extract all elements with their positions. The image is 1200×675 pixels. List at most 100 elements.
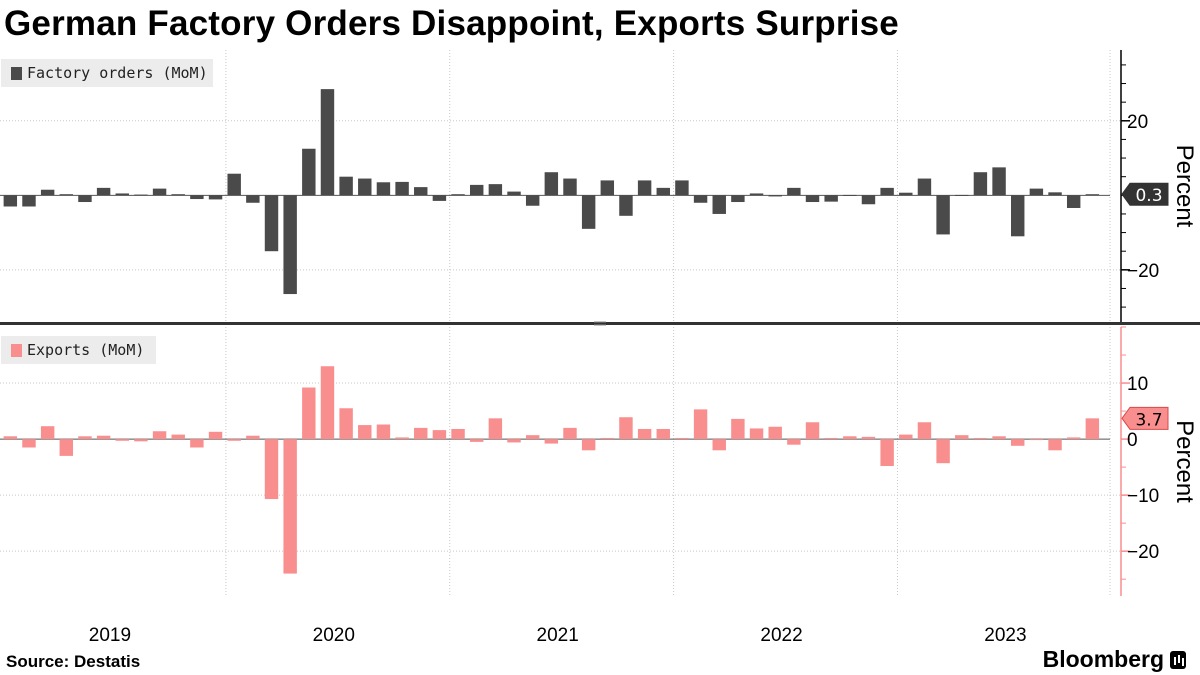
exports-bar [899, 434, 913, 440]
orders-bar [880, 187, 894, 196]
orders-bar [507, 191, 521, 196]
exports-bar [843, 436, 857, 440]
exports-bar [693, 409, 708, 440]
orders-bar [600, 180, 615, 196]
brand-name: Bloomberg [1042, 646, 1164, 672]
orders-bar [805, 195, 820, 203]
y-tick-label: 20 [1127, 112, 1148, 133]
exports-bar [768, 426, 782, 440]
exports-bar [805, 422, 820, 440]
x-tick-label: 2019 [89, 625, 131, 646]
x-tick-label: 2023 [984, 625, 1026, 646]
chart-title: German Factory Orders Disappoint, Export… [4, 4, 899, 43]
exports-bar [581, 439, 596, 451]
bloomberg-icon [1170, 650, 1186, 669]
orders-bar [656, 187, 670, 196]
exports-bar [395, 437, 409, 440]
orders-bar [488, 184, 503, 196]
orders-bar [1066, 195, 1081, 208]
orders-bar [861, 195, 876, 205]
exports-panel: 10 0 −10 −20 Percent 3.7 Exports (MoM) [0, 326, 1198, 596]
orders-bar [59, 194, 74, 196]
exports-bar [469, 439, 484, 442]
exports-bar [432, 430, 447, 440]
exports-bar [656, 428, 670, 440]
orders-bar [992, 167, 1006, 196]
orders-bar [339, 176, 353, 196]
orders-bar [749, 193, 764, 196]
exports-bar [451, 428, 465, 440]
exports-bar [208, 431, 223, 440]
exports-bar [115, 439, 129, 441]
exports-bar [507, 439, 521, 443]
orders-bar [563, 178, 577, 196]
orders-bar [171, 194, 185, 196]
exports-bar [22, 439, 36, 448]
exports-bar [1048, 439, 1062, 451]
exports-bar [637, 428, 652, 440]
last-value-badge [1121, 406, 1169, 430]
orders-bar [358, 178, 372, 196]
orders-bar [973, 172, 988, 196]
y-tick-label: 0 [1127, 430, 1138, 451]
exports-bar [96, 435, 111, 440]
orders-bar [96, 187, 111, 196]
x-axis: 2019 2020 2021 2022 2023 [0, 321, 1200, 646]
orders-bar [320, 89, 335, 196]
exports-bar [134, 439, 148, 442]
orders-bar [190, 195, 204, 200]
exports-bar [283, 439, 297, 574]
exports-bar [525, 435, 540, 440]
orders-bar [451, 194, 465, 196]
brand-logo: Bloomberg [1043, 646, 1186, 673]
exports-bar [824, 437, 838, 440]
source-note: Source: Destatis [6, 652, 141, 671]
exports-bar [917, 422, 932, 440]
exports-bar [152, 431, 167, 440]
exports-bar [1085, 418, 1100, 440]
y-axis-label: Percent [1171, 145, 1198, 228]
orders-bar [22, 195, 36, 207]
exports-bar [936, 439, 950, 464]
exports-bar [40, 426, 55, 440]
legend-label: Factory orders (MoM) [27, 64, 208, 82]
exports-bar [227, 439, 241, 441]
exports-bar [1066, 437, 1081, 440]
exports-bar [880, 439, 894, 466]
orders-bar [1048, 192, 1062, 196]
orders-bar [208, 195, 223, 200]
factory-orders-panel: 20 −20 Percent 0.3 Factory orders (MoM) [0, 50, 1198, 322]
exports-bar [190, 439, 204, 448]
orders-bar [693, 195, 708, 203]
orders-bar [917, 178, 932, 196]
exports-bar [488, 418, 503, 440]
orders-bar [768, 195, 782, 197]
orders-bar [376, 182, 391, 196]
legend-box [1, 336, 156, 364]
exports-bar [320, 366, 335, 440]
legend-box [1, 59, 213, 87]
exports-bar [358, 425, 372, 440]
exports-bar [3, 436, 18, 440]
exports-bar [1011, 439, 1025, 446]
orders-bar [731, 195, 745, 203]
exports-bar [992, 436, 1006, 440]
y-tick-label: −20 [1127, 542, 1159, 563]
legend-swatch [11, 344, 22, 357]
exports-bar [376, 424, 391, 440]
exports-bar [414, 427, 428, 440]
exports-bar [246, 435, 260, 440]
orders-bar [936, 195, 950, 235]
x-tick-label: 2022 [760, 625, 802, 646]
last-value-label: 0.3 [1135, 186, 1162, 206]
exports-bar [712, 439, 726, 451]
orders-bar [787, 187, 801, 196]
x-tick-label: 2021 [537, 625, 579, 646]
orders-bar [152, 188, 167, 196]
exports-bar [973, 437, 988, 440]
exports-bar [731, 418, 745, 440]
exports-bar [59, 439, 74, 456]
orders-bar [675, 180, 689, 196]
exports-bar [544, 439, 559, 444]
